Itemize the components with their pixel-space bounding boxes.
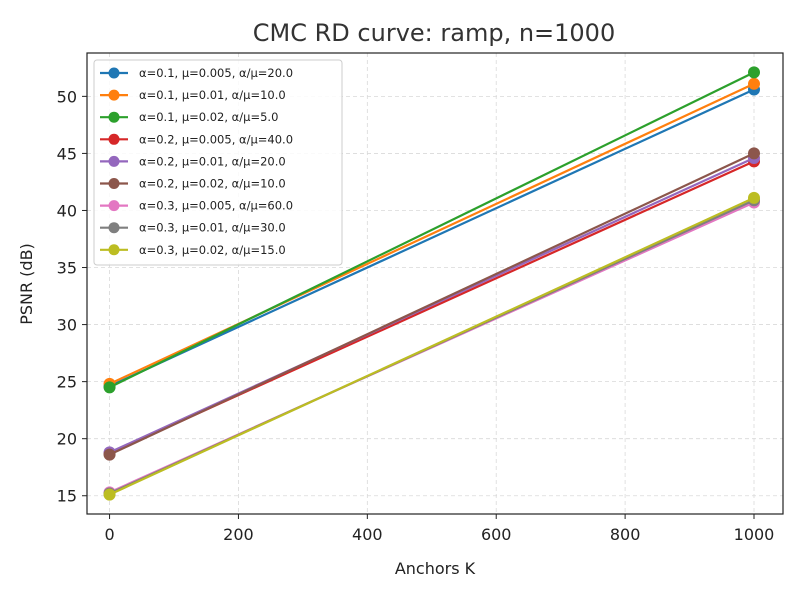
legend-label: α=0.2, μ=0.01, α/μ=20.0 (139, 154, 286, 168)
legend-item: α=0.1, μ=0.01, α/μ=10.0 (100, 88, 286, 102)
chart-title: CMC RD curve: ramp, n=1000 (253, 19, 615, 47)
y-tick-label: 30 (57, 316, 77, 335)
x-tick-label: 1000 (734, 525, 775, 544)
legend-item: α=0.3, μ=0.01, α/μ=30.0 (100, 221, 286, 235)
y-tick-label: 50 (57, 87, 77, 106)
legend-label: α=0.3, μ=0.005, α/μ=60.0 (139, 199, 293, 213)
legend-label: α=0.1, μ=0.02, α/μ=5.0 (139, 110, 278, 124)
data-point (748, 77, 760, 90)
legend-label: α=0.3, μ=0.02, α/μ=15.0 (139, 243, 286, 257)
data-point (103, 381, 116, 394)
legend-swatch-marker (108, 67, 120, 79)
legend-item: α=0.1, μ=0.005, α/μ=20.0 (100, 66, 293, 80)
series-line (109, 88, 755, 388)
x-axis-label: Anchors K (395, 559, 476, 578)
legend-label: α=0.2, μ=0.005, α/μ=40.0 (139, 132, 293, 146)
x-tick-label: 600 (481, 525, 512, 544)
legend-swatch-marker (108, 133, 120, 145)
legend-item: α=0.3, μ=0.02, α/μ=15.0 (100, 243, 286, 257)
legend: α=0.1, μ=0.005, α/μ=20.0 α=0.1, μ=0.01, α… (93, 59, 343, 266)
legend-item: α=0.2, μ=0.005, α/μ=40.0 (100, 132, 293, 146)
legend-item: α=0.2, μ=0.01, α/μ=20.0 (100, 154, 286, 168)
data-point (103, 448, 116, 461)
legend-swatch-marker (108, 89, 120, 101)
x-tick-label: 800 (610, 525, 641, 544)
y-tick-label: 15 (57, 487, 77, 506)
y-tick-label: 35 (57, 259, 77, 278)
data-point (103, 488, 116, 501)
x-tick-label: 400 (352, 525, 383, 544)
y-axis-label: PSNR (dB) (17, 243, 36, 325)
series-3 (103, 66, 760, 394)
y-tick-label: 40 (57, 201, 77, 220)
series-line (109, 152, 755, 456)
legend-swatch-marker (108, 178, 120, 189)
y-tick-label: 25 (57, 373, 77, 392)
y-ticks: 15 20 25 30 35 40 45 50 (57, 87, 87, 506)
data-point (748, 66, 760, 79)
x-ticks: 0 200 400 600 800 1000 (104, 514, 774, 544)
data-point (748, 191, 760, 204)
legend-swatch-marker (108, 155, 120, 167)
x-tick-label: 0 (104, 525, 114, 544)
data-point (748, 147, 760, 160)
x-tick-label: 200 (223, 525, 254, 544)
series-6 (103, 147, 760, 461)
legend-item: α=0.1, μ=0.02, α/μ=5.0 (100, 110, 278, 124)
legend-label: α=0.1, μ=0.01, α/μ=10.0 (139, 88, 286, 102)
y-tick-label: 45 (57, 144, 77, 163)
series-line (109, 196, 755, 496)
y-tick-label: 20 (57, 430, 77, 449)
legend-swatch-marker (108, 222, 120, 234)
legend-item: α=0.3, μ=0.005, α/μ=60.0 (100, 199, 293, 213)
legend-swatch-marker (108, 244, 120, 256)
legend-item: α=0.2, μ=0.02, α/μ=10.0 (100, 177, 286, 191)
series-line (109, 71, 755, 389)
legend-swatch-marker (108, 200, 120, 212)
legend-swatch-marker (108, 111, 120, 123)
legend-box (93, 59, 343, 266)
legend-label: α=0.1, μ=0.005, α/μ=20.0 (139, 66, 293, 80)
legend-label: α=0.3, μ=0.01, α/μ=30.0 (139, 221, 286, 235)
plot-frame (86, 52, 784, 515)
legend-label: α=0.2, μ=0.02, α/μ=10.0 (139, 177, 286, 191)
series-9 (103, 191, 760, 501)
series-lines (103, 66, 760, 501)
